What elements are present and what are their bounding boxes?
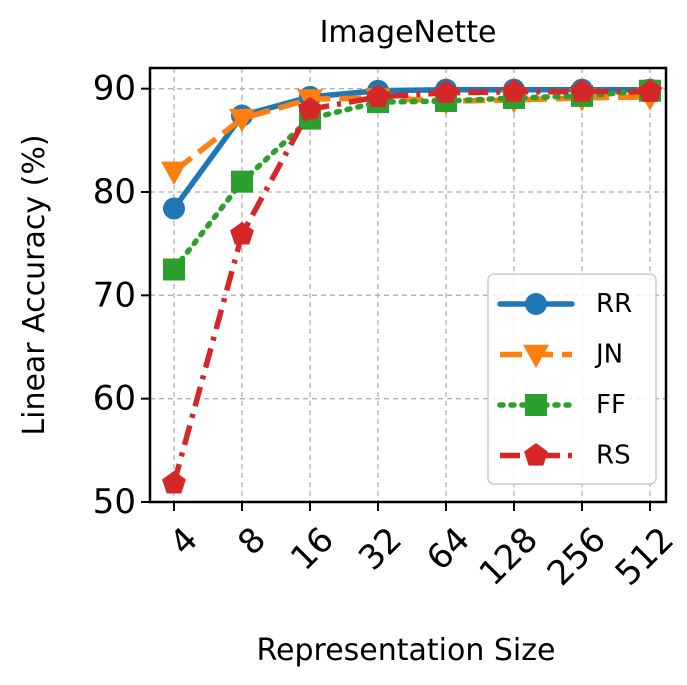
series-lines <box>161 78 663 494</box>
legend-entry-ff: FF <box>497 390 626 420</box>
x-tick-label: 4 <box>162 520 206 564</box>
x-axis-label: Representation Size <box>257 633 556 668</box>
data-point-rs <box>298 96 322 120</box>
y-axis-label: Linear Accuracy (%) <box>17 134 52 435</box>
chart-title: ImageNette <box>320 15 497 50</box>
y-tick-label: 50 <box>93 482 136 522</box>
legend-marker <box>523 344 549 369</box>
data-point-jn <box>229 108 255 133</box>
data-point-ff <box>163 258 185 281</box>
data-point-rs <box>502 79 526 102</box>
data-point-rs <box>638 79 662 102</box>
y-tick-label: 80 <box>93 172 136 212</box>
x-tick-label: 16 <box>283 520 342 579</box>
plot-frame <box>148 66 668 504</box>
data-point-rs <box>162 470 186 494</box>
x-tick-label: 512 <box>608 520 682 594</box>
data-point-rs <box>366 84 390 107</box>
legend-entry-jn: JN <box>500 340 623 370</box>
legend-entry-rr: RR <box>497 289 632 319</box>
legend-label: RS <box>596 441 631 471</box>
legend-marker <box>525 394 547 416</box>
legend-marker <box>524 443 548 466</box>
x-tick-label: 128 <box>472 520 546 594</box>
legend-label: JN <box>594 340 623 370</box>
x-tick-label: 64 <box>419 520 478 579</box>
data-point-rs <box>570 79 594 102</box>
y-tick-label: 60 <box>93 379 136 419</box>
y-tick-label: 70 <box>93 275 136 315</box>
legend-entry-rs: RS <box>500 441 631 471</box>
data-point-rs <box>230 221 254 245</box>
series-line-ff <box>171 87 653 273</box>
legend-box <box>487 273 657 485</box>
data-point-jn <box>161 161 187 185</box>
legend-label: FF <box>596 390 626 420</box>
x-tick-label: 32 <box>351 520 410 579</box>
x-tick-label: 8 <box>230 520 274 564</box>
series-line-rs <box>171 89 650 485</box>
data-point-rr <box>163 197 185 220</box>
y-tick-label: 90 <box>93 69 136 109</box>
data-point-ff <box>231 170 253 193</box>
data-point-rs <box>434 80 458 103</box>
legend-marker <box>525 293 547 315</box>
x-tick-label: 256 <box>540 520 614 594</box>
legend-label: RR <box>596 289 632 319</box>
series-rs <box>162 79 662 494</box>
legend: RR JN FF RS <box>487 273 657 485</box>
